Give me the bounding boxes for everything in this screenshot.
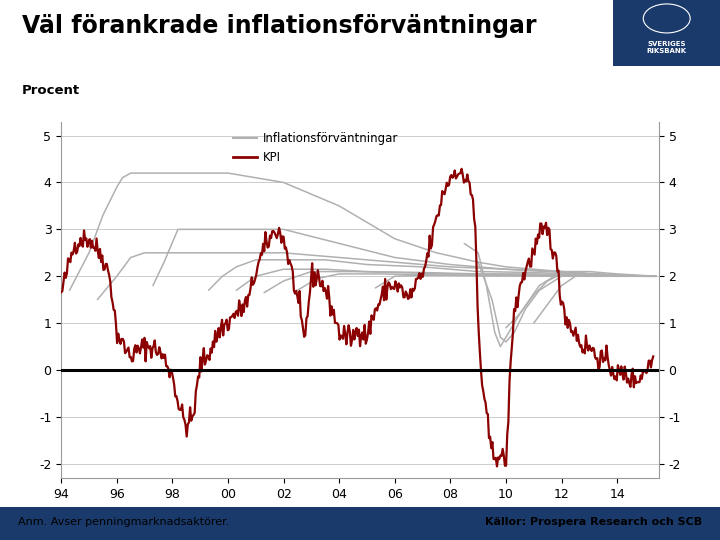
Legend: Inflationsförväntningar, KPI: Inflationsförväntningar, KPI	[228, 127, 402, 168]
Text: SVERIGES
RIKSBANK: SVERIGES RIKSBANK	[647, 41, 687, 54]
Text: Anm. Avser penningmarknadsaktörer.: Anm. Avser penningmarknadsaktörer.	[18, 517, 230, 527]
Text: Källor: Prospera Research och SCB: Källor: Prospera Research och SCB	[485, 517, 702, 527]
Text: Väl förankrade inflationsförväntningar: Väl förankrade inflationsförväntningar	[22, 14, 536, 37]
Text: Procent: Procent	[22, 84, 80, 97]
